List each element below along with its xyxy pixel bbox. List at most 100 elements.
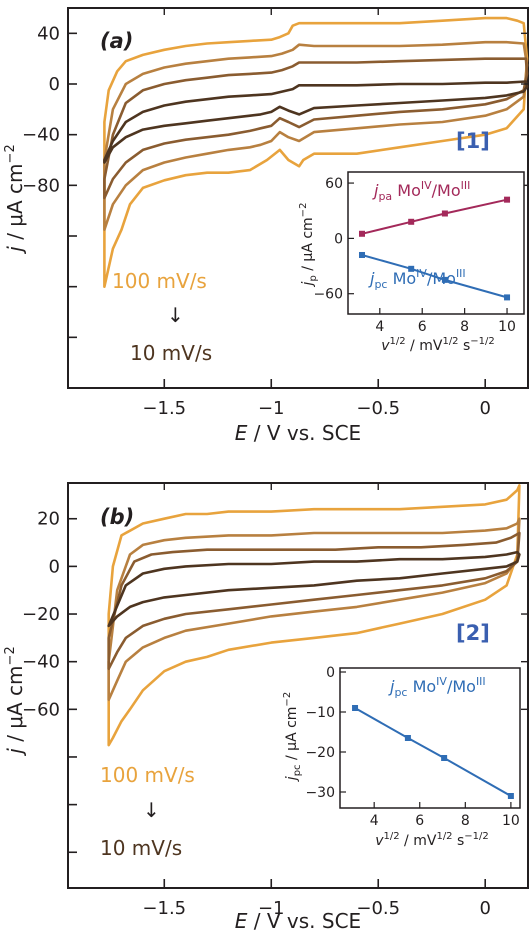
ix-rest2: s (453, 833, 465, 849)
pc-sub: pc (374, 278, 387, 291)
inset-series-line-2 (361, 254, 508, 299)
inset-series-marker (507, 793, 514, 799)
pc-ox1: IV (416, 267, 427, 280)
inset-series-marker (504, 196, 511, 203)
x-tick-label: −1.5 (142, 398, 186, 419)
inset-series-marker (408, 218, 415, 225)
pa-ox2: III (461, 179, 471, 192)
iy-rest: / μA cm (300, 217, 316, 275)
pc-mo1: Mo (407, 677, 436, 696)
ix-sup1: 1/2 (384, 831, 400, 842)
iy-sup: −2 (282, 692, 293, 707)
ix-sup3: −1/2 (470, 336, 494, 347)
iy-j: j (300, 281, 316, 287)
pc-mo2: /Mo (427, 269, 456, 288)
x-title-symbol: E (235, 421, 248, 445)
panel-a-frame (67, 7, 529, 389)
panel-b-inset-y-title: jpc / μA cm−2 (282, 692, 303, 782)
panel-a-x-title: E / V vs. SCE (235, 421, 361, 445)
cv-curve-4 (107, 550, 521, 628)
panel-a-inset-pc-label: jpc MoIV/MoIII (368, 267, 466, 291)
iy-rest: / μA cm (284, 707, 300, 765)
panel-a-inset-y-ticks: 60 0 −60 (313, 176, 354, 303)
cv-curve-3 (107, 531, 521, 671)
panel-b-inset-x-ticks: 4 6 8 10 (370, 802, 520, 829)
inset-y-tick-label: 0 (326, 665, 335, 681)
pa-mo2: /Mo (432, 181, 461, 200)
inset-x-tick-label: 10 (498, 319, 516, 335)
x-title-symbol: E (235, 909, 248, 933)
inset-y-tick-label: −10 (305, 705, 335, 721)
inset-y-tick-label: −20 (305, 745, 335, 761)
inset-x-tick-label: 4 (370, 813, 379, 829)
pc-j: j (368, 269, 375, 288)
pc-ox2: III (456, 267, 466, 280)
inset-series-marker (408, 265, 415, 272)
panel-a-cv-curves (103, 16, 529, 288)
inset-y-tick-label: 60 (325, 176, 343, 192)
panel-b-cv-curves (107, 484, 521, 747)
y-tick-label: −20 (22, 604, 60, 625)
inset-x-tick-label: 10 (502, 813, 520, 829)
inset-series-marker (404, 735, 411, 741)
panel-b-compound-label: [2] (456, 621, 490, 645)
inset-x-tick-label: 8 (460, 319, 469, 335)
y-title-rest: / μA cm (3, 665, 27, 748)
panel-b-rate-slow: 10 mV/s (100, 836, 182, 860)
y-tick-label: 0 (49, 556, 60, 577)
pc-ox1: IV (436, 675, 447, 688)
panel-b-inset-pc-label: jpc MoIV/MoIII (388, 675, 486, 699)
y-title-symbol: j (3, 246, 27, 255)
panel-a-y-ticks: 400−40−80 (22, 23, 528, 339)
y-tick-label: −80 (22, 175, 60, 196)
x-tick-label: −1.5 (142, 898, 186, 919)
panel-b-x-title: E / V vs. SCE (235, 909, 361, 933)
y-title-sup: −2 (3, 646, 18, 665)
panel-b-inset-y-ticks: 0 −10 −20 −30 (305, 665, 346, 801)
x-title-rest: / V vs. SCE (247, 909, 361, 933)
y-tick-label: −40 (22, 652, 60, 673)
inset-x-tick-label: 6 (418, 319, 427, 335)
y-tick-label: −60 (22, 699, 60, 720)
inset-x-tick-label: 8 (461, 813, 470, 829)
cv-curve-2 (103, 40, 529, 231)
pa-sub: pa (378, 190, 392, 203)
pa-mo1: Mo (392, 181, 421, 200)
panel-b-inset: 0−10−20−30 4 6 8 10 jpc MoIV/MoIII v1/2 / m… (282, 665, 521, 849)
inset-series-marker (441, 276, 448, 283)
inset-series-marker (504, 294, 511, 301)
x-tick-label: −1 (258, 398, 285, 419)
panel-b-frame (67, 482, 529, 889)
x-tick-label: 0 (479, 398, 490, 419)
inset-series-line-1 (354, 707, 512, 797)
panel-a-compound-label: [1] (456, 129, 490, 153)
y-title-rest: / μA cm (3, 163, 27, 246)
ix-rest1: / mV (406, 338, 443, 354)
panel-a-rate-fast: 100 mV/s (112, 269, 207, 293)
panel-b-inset-x-title: v1/2 / mV1/2 s−1/2 (375, 831, 489, 849)
ix-rest2: s (459, 338, 471, 354)
x-tick-label: 0 (479, 898, 490, 919)
panel-a: 400−40−80 −1.5 −1 −0.5 0 (a) [1] 100 mV/s ↓… (3, 7, 529, 445)
inset-y-tick-label: −30 (305, 785, 335, 801)
inset-y-tick-label: −60 (313, 287, 343, 303)
ix-sup3: −1/2 (464, 831, 488, 842)
pc-j: j (388, 677, 395, 696)
y-tick-label: 20 (37, 509, 60, 530)
panel-a-inset-x-title: v1/2 / mV1/2 s−1/2 (381, 336, 495, 354)
iy-sup: −2 (298, 203, 309, 218)
inset-series-line-1 (361, 198, 508, 235)
ix-v: v (381, 338, 390, 354)
ix-sup2: 1/2 (436, 831, 452, 842)
iy-j: j (284, 776, 300, 782)
panel-a-inset: 600−60 4 6 8 10 jpa MoIV/MoIII jpc MoIV/MoI… (298, 171, 525, 354)
panel-b-label: (b) (100, 505, 134, 529)
panel-a-inset-frame (347, 171, 525, 315)
panel-a-y-title: j / μA cm−2 (3, 144, 27, 254)
y-title-symbol: j (3, 748, 27, 757)
inset-series-marker (358, 230, 365, 237)
cv-curve-4 (103, 80, 529, 164)
ix-rest1: / mV (400, 833, 437, 849)
ix-sup1: 1/2 (390, 336, 406, 347)
